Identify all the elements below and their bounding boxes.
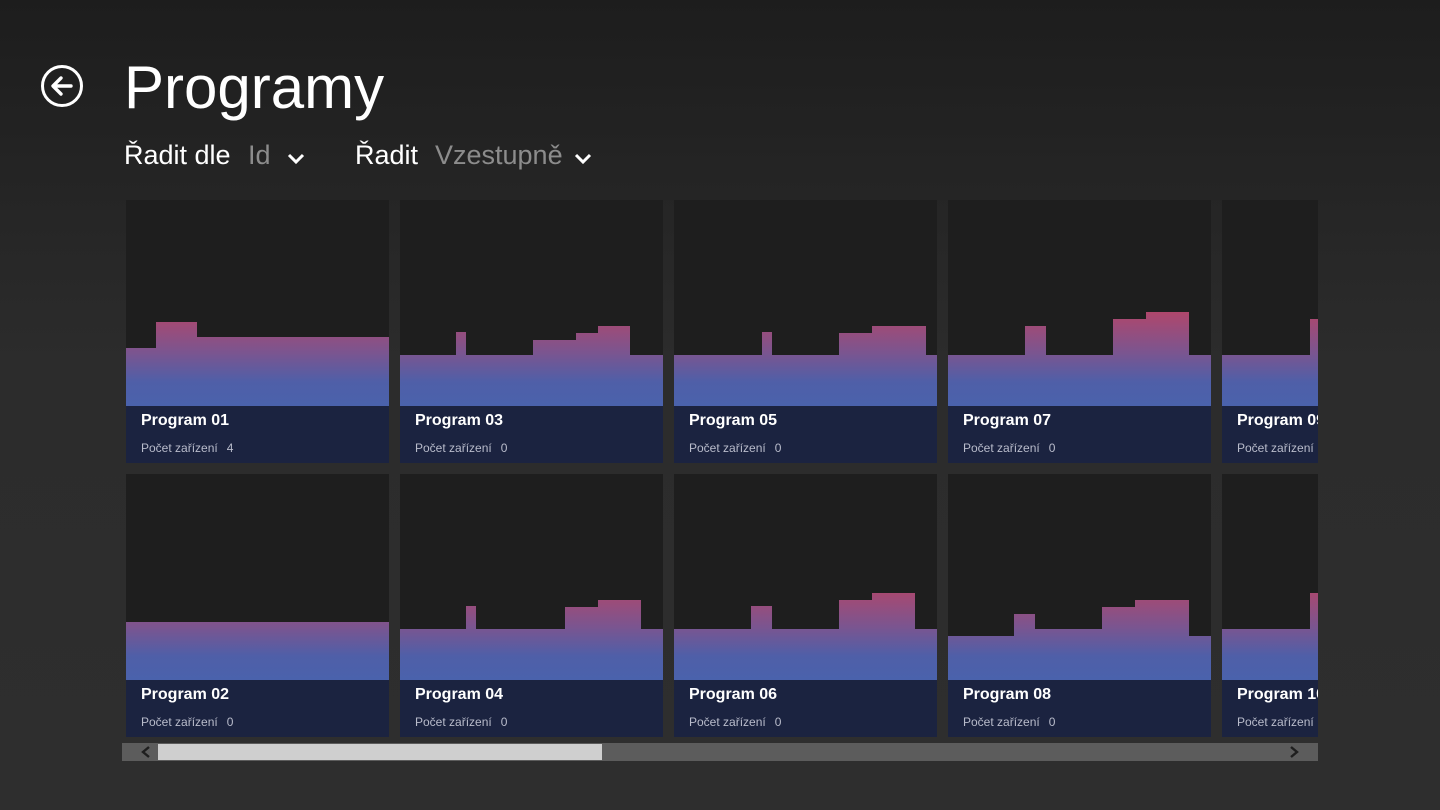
program-profile-chart	[674, 593, 937, 680]
sort-order-label: Řadit	[355, 140, 419, 170]
program-tile[interactable]: Program 01 Počet zařízení 4	[126, 200, 389, 463]
program-tile[interactable]: Program 08 Počet zařízení 0	[948, 474, 1211, 737]
program-name: Program 10	[1237, 686, 1318, 703]
program-profile-chart	[1222, 593, 1318, 680]
device-count-value: 0	[500, 715, 508, 729]
tile-info: Program 08 Počet zařízení 0	[948, 680, 1211, 737]
tile-info: Program 03 Počet zařízení 0	[400, 406, 663, 463]
device-count-label: Počet zařízení	[963, 441, 1040, 455]
scroll-right-arrow-icon[interactable]	[1280, 743, 1310, 761]
program-name: Program 01	[141, 412, 230, 429]
tile-info: Program 05 Počet zařízení 0	[674, 406, 937, 463]
tile-info: Program 06 Počet zařízení 0	[674, 680, 937, 737]
program-tile[interactable]: Program 04 Počet zařízení 0	[400, 474, 663, 737]
programs-grid: Program 01 Počet zařízení 4 Program 02 Po…	[126, 200, 1318, 740]
chevron-down-icon[interactable]	[287, 152, 305, 166]
device-count: Počet zařízení 4	[141, 441, 233, 455]
program-name: Program 07	[963, 412, 1052, 429]
program-tile[interactable]: Program 07 Počet zařízení 0	[948, 200, 1211, 463]
program-profile-chart	[126, 622, 389, 680]
device-count: Počet zařízení 0	[963, 441, 1055, 455]
chevron-down-icon[interactable]	[574, 152, 592, 166]
program-name: Program 03	[415, 412, 504, 429]
scroll-left-arrow-icon[interactable]	[130, 743, 160, 761]
program-tile[interactable]: Program 06 Počet zařízení 0	[674, 474, 937, 737]
device-count: Počet zařízení 0	[689, 441, 781, 455]
device-count-value: 4	[226, 441, 234, 455]
program-tile[interactable]: Program 05 Počet zařízení 0	[674, 200, 937, 463]
program-profile-chart	[126, 322, 389, 406]
device-count-value: 0	[774, 441, 782, 455]
device-count-value: 0	[1048, 441, 1056, 455]
program-name: Program 05	[689, 412, 778, 429]
device-count-value: 0	[774, 715, 782, 729]
horizontal-scrollbar[interactable]	[122, 743, 1318, 761]
sort-by-label: Řadit dle	[124, 140, 231, 170]
device-count-label: Počet zařízení	[963, 715, 1040, 729]
program-profile-chart	[948, 312, 1211, 406]
back-arrow-icon	[41, 65, 83, 107]
device-count: Počet zařízení 0	[415, 715, 507, 729]
tile-info: Program 04 Počet zařízení 0	[400, 680, 663, 737]
page-title: Programy	[124, 54, 385, 121]
program-name: Program 09	[1237, 412, 1318, 429]
tile-info: Program 01 Počet zařízení 4	[126, 406, 389, 463]
device-count-label: Počet zařízení	[141, 441, 218, 455]
device-count-value: 0	[226, 715, 234, 729]
scroll-thumb[interactable]	[158, 744, 602, 760]
device-count: Počet zařízení 0	[963, 715, 1055, 729]
device-count: Počet zařízení 0	[689, 715, 781, 729]
program-name: Program 08	[963, 686, 1052, 703]
device-count-label: Počet zařízení	[141, 715, 218, 729]
program-name: Program 06	[689, 686, 778, 703]
device-count-label: Počet zařízení	[1237, 715, 1314, 729]
program-tile[interactable]: Program 03 Počet zařízení 0	[400, 200, 663, 463]
device-count-label: Počet zařízení	[415, 441, 492, 455]
device-count-value: 0	[1048, 715, 1056, 729]
back-button[interactable]	[40, 64, 84, 108]
program-profile-chart	[674, 326, 937, 406]
device-count: Počet zařízení 0	[415, 441, 507, 455]
program-tile[interactable]: Program 02 Počet zařízení 0	[126, 474, 389, 737]
device-count-label: Počet zařízení	[1237, 441, 1314, 455]
program-profile-chart	[400, 600, 663, 680]
program-name: Program 04	[415, 686, 504, 703]
device-count-label: Počet zařízení	[415, 715, 492, 729]
device-count-label: Počet zařízení	[689, 441, 766, 455]
sort-order-value[interactable]: Vzestupně	[435, 140, 563, 170]
sort-by-value[interactable]: Id	[248, 140, 271, 170]
device-count-value: 0	[500, 441, 508, 455]
tile-info: Program 07 Počet zařízení 0	[948, 406, 1211, 463]
program-profile-chart	[400, 326, 663, 406]
device-count: Počet zařízení 0	[141, 715, 233, 729]
program-name: Program 02	[141, 686, 230, 703]
program-profile-chart	[1222, 319, 1318, 406]
tile-info: Program 02 Počet zařízení 0	[126, 680, 389, 737]
program-profile-chart	[948, 600, 1211, 680]
device-count-label: Počet zařízení	[689, 715, 766, 729]
